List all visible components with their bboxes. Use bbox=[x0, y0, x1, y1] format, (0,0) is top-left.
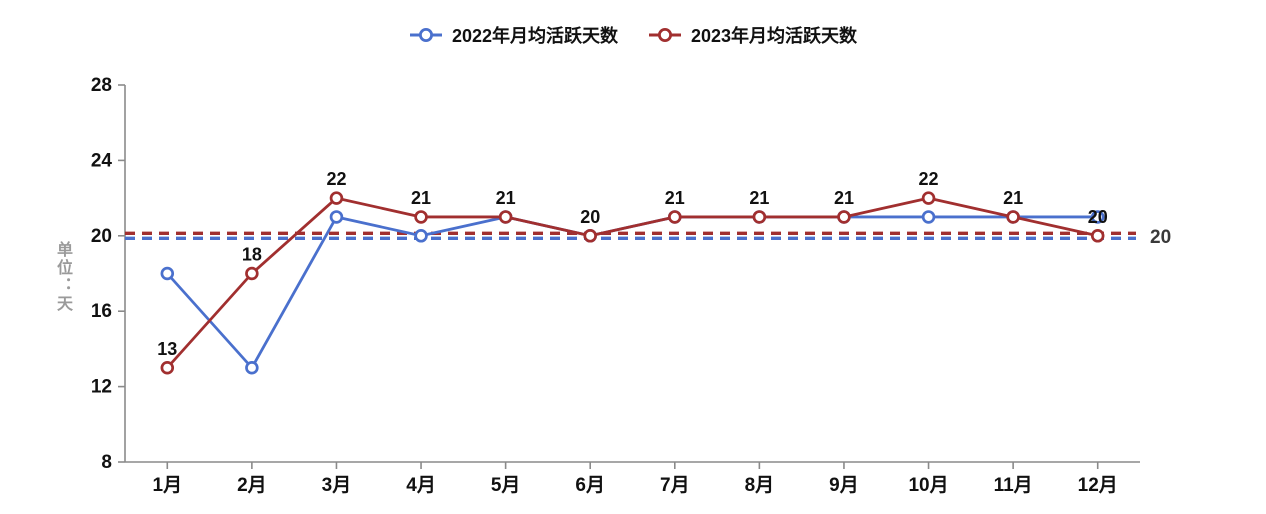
data-point-marker bbox=[329, 210, 344, 224]
data-point-label: 21 bbox=[834, 188, 854, 208]
x-tick-label: 7月 bbox=[660, 475, 690, 496]
data-point-label: 21 bbox=[749, 188, 769, 208]
x-tick-label: 3月 bbox=[322, 475, 352, 496]
data-point-marker bbox=[329, 191, 344, 205]
y-tick-label: 12 bbox=[91, 377, 112, 398]
data-point-label: 13 bbox=[157, 339, 177, 359]
data-point-label: 18 bbox=[242, 245, 262, 265]
x-tick-label: 9月 bbox=[829, 475, 859, 496]
y-tick-label: 28 bbox=[91, 75, 112, 96]
data-point-label: 20 bbox=[580, 207, 600, 227]
y-tick-label: 16 bbox=[91, 301, 112, 322]
data-point-marker bbox=[921, 191, 936, 205]
data-point-marker bbox=[245, 361, 259, 375]
data-point-label: 22 bbox=[326, 169, 346, 189]
data-point-marker bbox=[837, 210, 851, 224]
data-point-marker bbox=[752, 210, 767, 224]
data-point-marker bbox=[668, 210, 682, 224]
data-point-label: 21 bbox=[411, 188, 431, 208]
data-point-label: 21 bbox=[665, 188, 685, 208]
data-point-marker bbox=[1006, 210, 1020, 224]
legend: 2022年月均活跃天数 2023年月均活跃天数 bbox=[0, 22, 1266, 48]
data-point-marker bbox=[414, 210, 428, 224]
data-point-label: 21 bbox=[496, 188, 516, 208]
legend-item-2023[interactable]: 2023年月均活跃天数 bbox=[648, 22, 857, 48]
y-tick-label: 8 bbox=[101, 452, 112, 473]
legend-item-2022[interactable]: 2022年月均活跃天数 bbox=[409, 22, 618, 48]
data-point-marker bbox=[160, 266, 175, 281]
y-axis-title: 单位：天 bbox=[54, 241, 71, 313]
legend-label-2023: 2023年月均活跃天数 bbox=[691, 26, 858, 46]
x-tick-label: 2月 bbox=[237, 475, 267, 496]
y-tick-label: 24 bbox=[91, 150, 113, 171]
data-point-marker bbox=[921, 210, 936, 224]
data-point-marker bbox=[583, 229, 597, 243]
y-tick-label: 20 bbox=[91, 226, 112, 247]
x-tick-label: 1月 bbox=[153, 475, 183, 496]
x-tick-label: 12月 bbox=[1078, 475, 1118, 496]
data-point-marker bbox=[414, 229, 428, 243]
x-tick-label: 5月 bbox=[491, 475, 521, 496]
x-tick-label: 10月 bbox=[908, 475, 948, 496]
series-line bbox=[165, 196, 1100, 370]
x-tick-label: 4月 bbox=[406, 475, 436, 496]
data-point-label: 21 bbox=[1003, 188, 1023, 208]
data-point-marker bbox=[245, 266, 259, 281]
line-circle-icon bbox=[649, 28, 681, 42]
data-point-label: 22 bbox=[919, 169, 939, 189]
reference-line-label: 20 bbox=[1150, 227, 1171, 248]
data-point-label: 20 bbox=[1088, 207, 1108, 227]
data-point-marker bbox=[1090, 229, 1105, 243]
data-point-marker bbox=[160, 361, 175, 375]
x-tick-label: 11月 bbox=[994, 475, 1033, 496]
x-tick-label: 8月 bbox=[745, 475, 775, 496]
x-tick-label: 6月 bbox=[575, 475, 605, 496]
data-point-marker bbox=[498, 210, 513, 224]
line-circle-icon bbox=[409, 28, 442, 42]
data-point-marker bbox=[1090, 210, 1105, 224]
legend-label-2022: 2022年月均活跃天数 bbox=[451, 26, 618, 46]
